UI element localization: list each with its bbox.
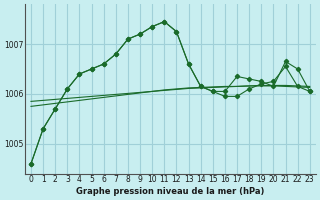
X-axis label: Graphe pression niveau de la mer (hPa): Graphe pression niveau de la mer (hPa) bbox=[76, 187, 265, 196]
